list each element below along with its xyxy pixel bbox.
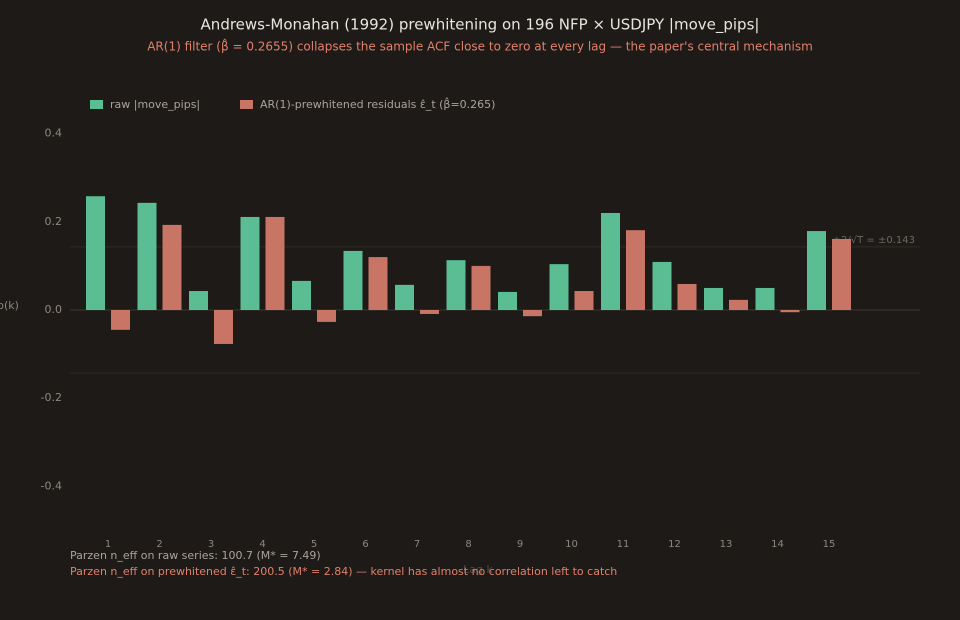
bar	[574, 291, 594, 310]
bar	[395, 284, 414, 310]
bar	[343, 250, 363, 310]
legend-label: AR(1)-prewhitened residuals ε̂_t (β̂=0.2…	[260, 97, 495, 111]
bar	[189, 291, 208, 310]
x-tick-label: 13	[720, 539, 733, 550]
bar	[498, 291, 517, 310]
x-tick-label: 1	[105, 539, 111, 550]
band-label: ±2/√T = ±0.143	[833, 235, 915, 246]
bar	[446, 260, 466, 310]
annotation: Parzen n_eff on raw series: 100.7 (M* = …	[70, 549, 321, 562]
y-tick-label: -0.4	[41, 479, 62, 492]
x-tick-label: 11	[617, 539, 630, 550]
x-tick-label: 6	[362, 539, 368, 550]
bar	[265, 216, 285, 310]
x-tick-label: 7	[414, 539, 420, 550]
x-tick-label: 8	[465, 539, 471, 550]
bar	[755, 287, 775, 310]
bar	[704, 287, 723, 310]
bar	[137, 202, 157, 310]
bar	[162, 224, 182, 310]
bar	[523, 310, 542, 317]
bar	[368, 257, 388, 310]
bar	[549, 264, 569, 310]
bar	[240, 216, 260, 310]
bar	[214, 310, 233, 344]
bar	[652, 261, 672, 310]
y-tick-label: 0.0	[45, 303, 63, 316]
chart-title: Andrews-Monahan (1992) prewhitening on 1…	[201, 16, 760, 35]
legend-swatch	[90, 100, 103, 109]
legend-label: raw |move_pips|	[110, 98, 200, 111]
bar	[317, 310, 336, 322]
x-tick-label: 4	[259, 539, 265, 550]
bar	[780, 310, 800, 313]
x-tick-label: 2	[156, 539, 162, 550]
y-tick-label: 0.4	[45, 127, 63, 140]
bar	[601, 212, 620, 310]
bar	[832, 238, 851, 310]
bar	[86, 196, 105, 310]
x-tick-label: 9	[517, 539, 523, 550]
y-tick-label: 0.2	[45, 215, 63, 228]
y-axis-label: ρ(k)	[0, 299, 19, 312]
x-tick-label: 15	[823, 539, 836, 550]
x-axis-label: Lag k	[463, 563, 493, 576]
bar	[677, 283, 697, 310]
legend-swatch	[240, 100, 253, 109]
x-tick-label: 3	[208, 539, 214, 550]
bar	[420, 310, 439, 314]
bar	[729, 299, 748, 310]
bar	[111, 310, 130, 330]
bar	[626, 230, 645, 310]
x-tick-label: 10	[565, 539, 578, 550]
annotation: Parzen n_eff on prewhitened ε̂_t: 200.5 …	[70, 565, 617, 578]
bar	[471, 265, 491, 310]
x-tick-label: 12	[668, 539, 681, 550]
x-tick-label: 5	[311, 539, 317, 550]
y-tick-label: -0.2	[41, 391, 62, 404]
chart-subtitle: AR(1) filter (β̂ = 0.2655) collapses the…	[147, 37, 813, 53]
bar	[807, 231, 826, 310]
x-tick-label: 14	[771, 539, 784, 550]
bar	[292, 280, 311, 310]
